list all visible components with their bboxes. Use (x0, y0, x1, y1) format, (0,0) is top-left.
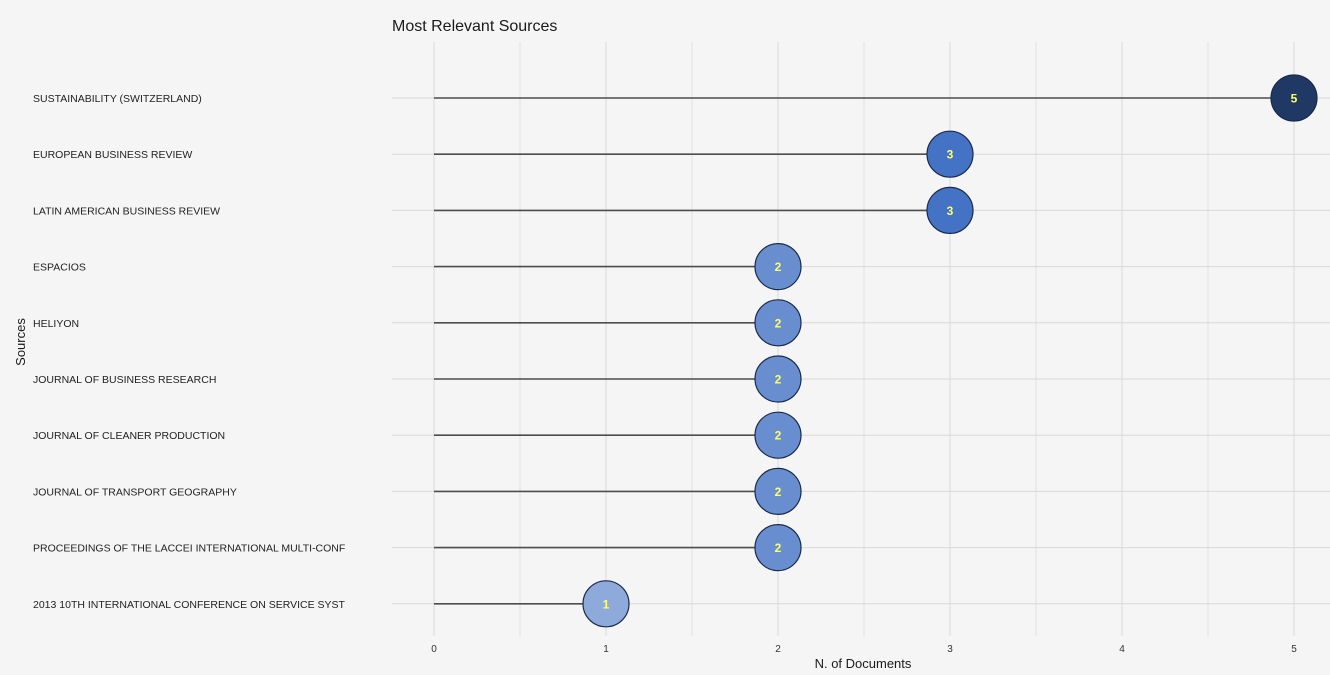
category-label: JOURNAL OF BUSINESS RESEARCH (33, 374, 216, 386)
bubbles: 5 3 3 2 2 2 2 2 2 1 (582, 74, 1318, 628)
lollipop-bubble (754, 411, 802, 459)
data-label: 2 (775, 485, 782, 499)
category-label: SUSTAINABILITY (SWITZERLAND) (33, 93, 202, 105)
data-label: 2 (775, 373, 782, 387)
data-label: 3 (947, 148, 954, 162)
lollipop-bubble (754, 243, 802, 291)
lollipop-bubble (926, 130, 974, 178)
x-tick-label: 0 (431, 644, 437, 655)
data-label: 1 (603, 597, 610, 611)
lollipop-bubble (754, 467, 802, 515)
category-label: ESPACIOS (33, 262, 86, 274)
x-tick-label: 4 (1119, 644, 1125, 655)
category-label: 2013 10TH INTERNATIONAL CONFERENCE ON SE… (33, 599, 346, 611)
data-label: 2 (775, 260, 782, 274)
lollipop-bubble (926, 186, 974, 234)
category-label: PROCEEDINGS OF THE LACCEI INTERNATIONAL … (33, 543, 345, 555)
category-label: JOURNAL OF TRANSPORT GEOGRAPHY (33, 486, 237, 498)
x-tick-label: 3 (947, 644, 953, 655)
chart-title: Most Relevant Sources (392, 18, 557, 35)
lollipop-bubble (754, 299, 802, 347)
data-label: 2 (775, 429, 782, 443)
lollipop-bubble (754, 355, 802, 403)
lollipop-bubble (582, 580, 630, 628)
x-tick-label: 1 (603, 644, 609, 655)
x-tick-label: 2 (775, 644, 781, 655)
category-label: LATIN AMERICAN BUSINESS REVIEW (33, 205, 220, 217)
x-tick-label: 5 (1291, 644, 1297, 655)
stems (434, 97, 1294, 605)
lollipop-bubble (1270, 74, 1318, 122)
category-label: JOURNAL OF CLEANER PRODUCTION (33, 430, 225, 442)
x-tick-labels: 0 1 2 3 4 5 (431, 644, 1297, 655)
x-axis-label: N. of Documents (815, 656, 912, 670)
data-label: 2 (775, 316, 782, 330)
category-label: EUROPEAN BUSINESS REVIEW (33, 149, 192, 161)
category-labels: SUSTAINABILITY (SWITZERLAND) EUROPEAN BUS… (33, 93, 346, 611)
lollipop-bubble (754, 523, 802, 572)
y-axis-label: Sources (13, 318, 28, 366)
data-label: 2 (775, 541, 782, 555)
category-label: HELIYON (33, 318, 79, 330)
data-label: 5 (1291, 92, 1298, 106)
data-label: 3 (947, 204, 954, 218)
